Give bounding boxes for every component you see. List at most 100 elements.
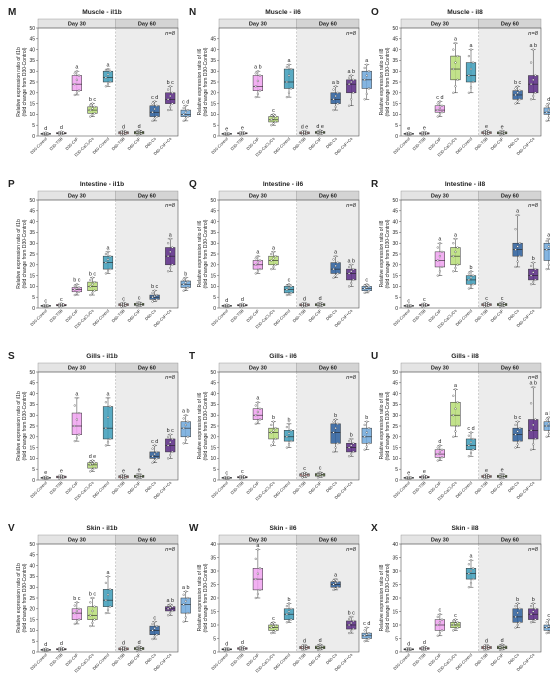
sample-point	[106, 73, 110, 76]
significance-letter: d	[60, 641, 63, 647]
sample-point	[135, 477, 139, 480]
sample-point	[334, 418, 337, 421]
sample-point	[456, 626, 459, 629]
sample-point	[258, 588, 262, 591]
y-tick-label: 25	[29, 80, 35, 86]
sample-point	[75, 609, 78, 613]
sample-point	[334, 94, 337, 98]
x-tick-label: D60-CsF	[307, 308, 322, 323]
sample-point	[469, 270, 473, 273]
sample-point	[75, 78, 78, 81]
sample-point	[44, 303, 47, 306]
y-tick-label: 0	[213, 650, 216, 656]
sample-point	[73, 93, 76, 97]
y-tick-label: 15	[29, 273, 35, 279]
box-body	[71, 75, 82, 91]
sample-point	[303, 643, 306, 647]
x-tick-label: D60-TSB	[474, 652, 489, 667]
significance-letter: c	[241, 469, 244, 475]
sample-point	[319, 129, 322, 132]
y-tick-label: 0	[32, 134, 35, 140]
sample-point	[140, 646, 143, 649]
sample-point	[487, 476, 490, 479]
sample-point	[365, 431, 368, 434]
sample-point	[75, 601, 78, 604]
sample-point	[184, 276, 187, 279]
box-D60-TSB: e	[118, 468, 129, 480]
sample-point	[287, 443, 291, 446]
n-label: n=8	[346, 375, 357, 381]
box-body	[330, 423, 341, 444]
sample-point	[350, 80, 353, 84]
x-tick-label: D60-Cs	[507, 480, 520, 493]
significance-letter: b c	[151, 284, 158, 290]
day60-label: Day 60	[319, 194, 337, 200]
sample-point	[530, 613, 533, 616]
sample-point	[171, 91, 174, 94]
y-tick-label: 30	[210, 241, 216, 247]
sample-point	[487, 304, 490, 307]
sample-point	[363, 287, 366, 290]
sample-point	[485, 643, 488, 647]
significance-letter: a b	[529, 43, 537, 49]
y-tick-label: 20	[210, 263, 216, 269]
sample-point	[256, 70, 259, 73]
y-tick-label: 30	[392, 241, 398, 247]
sample-point	[350, 621, 353, 625]
sample-point	[350, 98, 353, 101]
y-tick-label: 40	[392, 542, 398, 548]
significance-letter: c	[454, 613, 457, 619]
sample-point	[467, 434, 470, 437]
significance-letter: c	[501, 296, 504, 302]
day60-shade	[115, 544, 178, 652]
sample-point	[91, 462, 94, 465]
sample-point	[75, 283, 78, 286]
sample-point	[363, 629, 366, 632]
sample-point	[530, 264, 533, 267]
sample-point	[501, 472, 504, 476]
box-D30-TSB: c	[419, 297, 430, 308]
significance-letter: d	[501, 638, 504, 644]
box-D60-CsF+Cs: a b	[528, 43, 539, 101]
sample-point	[336, 91, 339, 94]
panel-letter: O	[371, 7, 379, 18]
panel-P: P Intestine - il1b Day 30 Day 60 n=8 0 5 10 15 20…	[8, 179, 191, 329]
sample-point	[348, 440, 351, 443]
panel-O: O Muscle - il8 Day 30 Day 60 n=8 0 5 10 15 20 25 30…	[371, 7, 550, 157]
sample-point	[319, 132, 322, 135]
box-body	[434, 105, 445, 113]
sample-point	[547, 630, 550, 633]
sample-point	[348, 446, 351, 449]
sample-point	[122, 304, 125, 308]
sample-point	[436, 115, 439, 118]
box-undefined: c	[543, 613, 550, 635]
box-D60-CsF+Cs: a b	[346, 69, 357, 107]
x-tick-label: D60-TSB	[292, 308, 307, 323]
sample-point	[155, 115, 158, 118]
sample-point	[498, 301, 502, 304]
sample-point	[58, 474, 61, 477]
significance-letter: c	[485, 296, 488, 302]
sample-point	[452, 270, 455, 273]
sample-point	[290, 607, 293, 610]
sample-point	[73, 604, 76, 607]
sample-point	[367, 427, 370, 430]
day60-shade	[296, 544, 359, 652]
significance-letter: a	[547, 232, 550, 238]
sample-point	[104, 401, 107, 404]
n-label: n=8	[346, 203, 357, 209]
significance-letter: d	[485, 638, 488, 644]
sample-point	[223, 647, 226, 650]
box-D30-TSB: d	[419, 640, 430, 652]
significance-letter: a	[256, 250, 259, 256]
sample-point	[514, 87, 517, 90]
sample-point	[153, 635, 156, 638]
y-tick-label: 45	[392, 381, 398, 387]
sample-point	[151, 622, 154, 625]
sample-point	[167, 109, 170, 112]
sample-point	[469, 67, 473, 71]
sample-point	[256, 410, 259, 414]
sample-point	[270, 259, 273, 262]
sample-point	[518, 255, 521, 258]
sample-point	[270, 114, 273, 117]
